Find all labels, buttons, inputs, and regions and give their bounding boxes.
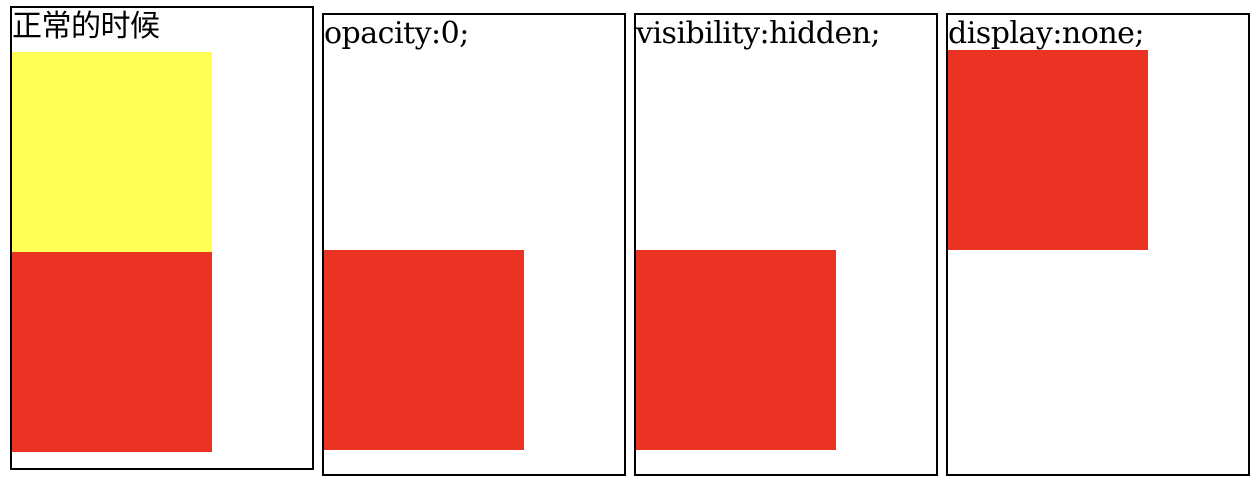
- panel-display: display:none;: [946, 13, 1250, 476]
- panel-label: visibility:hidden;: [636, 16, 881, 51]
- panel-normal: 正常的时候: [10, 6, 314, 470]
- yellow-box: [12, 52, 212, 252]
- panel-label: 正常的时候: [12, 9, 160, 44]
- red-box: [636, 250, 836, 450]
- panel-opacity: opacity:0;: [322, 13, 626, 476]
- panel-label: opacity:0;: [324, 16, 469, 51]
- red-box: [12, 252, 212, 452]
- panel-label: display:none;: [948, 16, 1145, 51]
- panel-visibility: visibility:hidden;: [634, 13, 938, 476]
- red-box: [324, 250, 524, 450]
- red-box: [948, 50, 1148, 250]
